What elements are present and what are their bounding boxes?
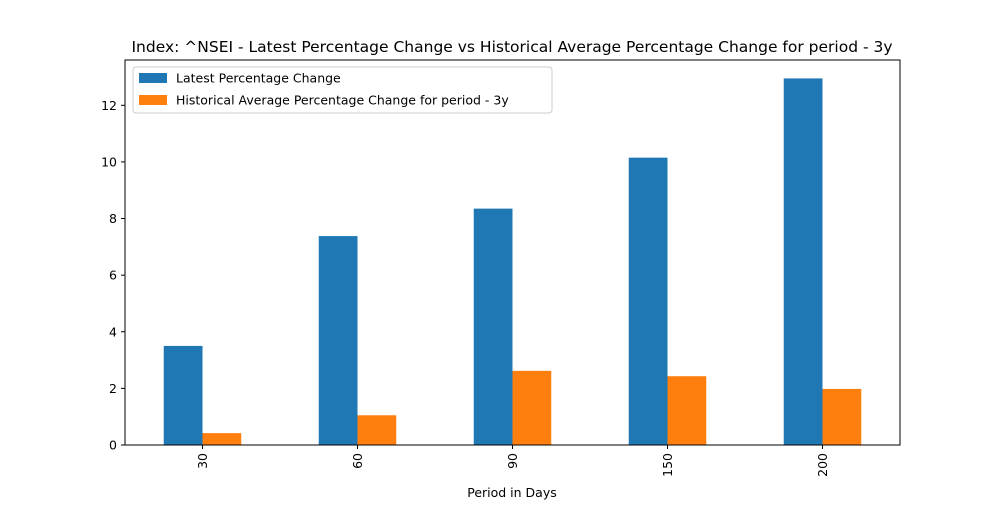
x-axis-label: Period in Days [467, 485, 557, 500]
bar-series-1-150 [628, 157, 668, 446]
bars-layer [163, 78, 862, 446]
y-tick-label: 6 [109, 268, 117, 283]
x-tick-label: 150 [660, 453, 675, 477]
bar-series-2-90 [512, 370, 552, 445]
axes-layer: 0 2 4 6 8 10 12 30 60 90 150 200 [101, 59, 901, 477]
y-tick-label: 0 [109, 438, 117, 453]
bar-series-1-90 [473, 208, 513, 445]
y-tick-label: 12 [101, 98, 117, 113]
x-tick-label: 60 [350, 453, 365, 469]
legend-label-series-2: Historical Average Percentage Change for… [176, 93, 509, 108]
x-tick-label: 90 [505, 453, 520, 469]
x-tick-label: 30 [195, 453, 210, 469]
bar-series-2-60 [357, 415, 397, 445]
chart-title: Index: ^NSEI - Latest Percentage Change … [131, 38, 892, 56]
bar-series-1-200 [783, 78, 823, 446]
legend-label-series-1: Latest Percentage Change [176, 71, 341, 86]
x-tick-label: 200 [815, 453, 830, 477]
legend: Latest Percentage Change Historical Avera… [132, 66, 553, 114]
bar-series-2-200 [822, 388, 862, 445]
bar-series-1-60 [318, 236, 358, 445]
legend-box [132, 66, 553, 114]
y-tick-label: 2 [109, 381, 117, 396]
bar-series-2-30 [202, 433, 242, 445]
y-tick-label: 8 [109, 211, 117, 226]
legend-swatch-series-2 [139, 95, 167, 105]
y-tick-label: 10 [101, 154, 117, 169]
y-tick-label: 4 [109, 324, 117, 339]
bar-series-2-150 [667, 376, 707, 445]
bar-series-1-30 [163, 345, 203, 445]
legend-swatch-series-1 [139, 73, 167, 83]
